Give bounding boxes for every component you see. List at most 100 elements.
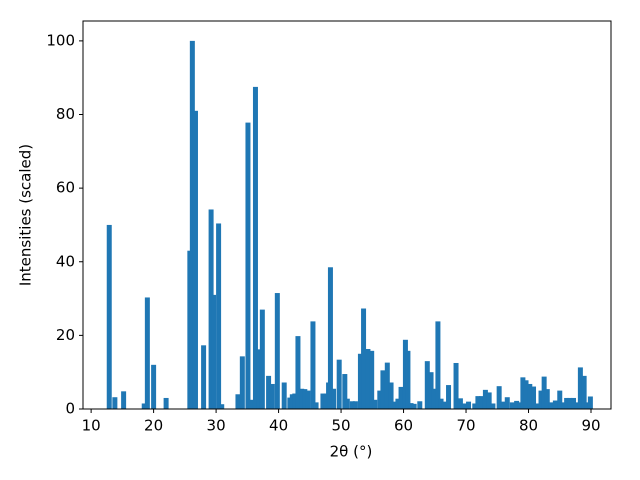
bar: [552, 400, 558, 409]
bar: [211, 294, 217, 409]
bar: [327, 267, 333, 409]
bar: [417, 401, 423, 409]
bar: [369, 350, 375, 409]
y-tick-label: 80: [56, 105, 75, 123]
bar: [453, 362, 459, 409]
bar: [392, 401, 398, 409]
bar: [475, 396, 481, 409]
bar: [342, 374, 348, 409]
bar: [235, 394, 241, 409]
bar: [411, 403, 417, 409]
bar: [438, 398, 444, 409]
bar: [189, 40, 195, 409]
plot-frame: [82, 20, 612, 410]
bar: [457, 398, 463, 409]
bar: [482, 389, 488, 409]
bar: [472, 403, 478, 409]
bar: [331, 388, 337, 409]
bar: [292, 393, 298, 409]
bar: [395, 398, 401, 409]
bar: [446, 385, 452, 409]
bar: [151, 364, 157, 409]
x-tick-label: 50: [332, 417, 351, 435]
bar: [564, 397, 570, 409]
bar: [561, 402, 567, 409]
y-tick-label: 0: [65, 400, 75, 418]
bar: [310, 321, 316, 409]
bar: [302, 389, 308, 409]
bar: [428, 372, 434, 409]
bar: [163, 397, 169, 409]
bar: [520, 377, 526, 409]
bar: [365, 348, 371, 409]
bar: [514, 400, 520, 409]
bar: [490, 403, 496, 409]
y-tick-label: 60: [56, 179, 75, 197]
x-tick-label: 10: [82, 417, 101, 435]
bar: [313, 402, 319, 409]
bar: [299, 388, 305, 409]
bar: [517, 402, 523, 409]
bar: [352, 401, 358, 409]
y-tick-label: 20: [56, 326, 75, 344]
bar: [106, 224, 112, 409]
bar: [384, 362, 390, 409]
bar: [581, 375, 587, 409]
x-tick-label: 70: [456, 417, 475, 435]
bar: [435, 321, 441, 409]
bar: [252, 86, 258, 409]
x-axis-label: 2θ (°): [330, 443, 373, 461]
bar: [305, 390, 311, 409]
bar: [567, 397, 573, 409]
x-tick-label: 90: [581, 417, 600, 435]
x-tick-label: 20: [144, 417, 163, 435]
bar: [295, 336, 301, 409]
bar: [408, 403, 414, 409]
bar: [402, 339, 408, 409]
bar: [577, 367, 583, 409]
x-tick-label: 40: [269, 417, 288, 435]
bar: [141, 403, 147, 409]
bar: [544, 389, 550, 409]
bar: [361, 308, 367, 409]
bar: [504, 397, 510, 409]
bar: [571, 397, 577, 409]
bar: [398, 386, 404, 409]
bar: [372, 399, 378, 409]
bar: [574, 402, 580, 409]
bar: [336, 359, 342, 409]
bar: [486, 392, 492, 409]
bar: [281, 382, 287, 409]
bar: [388, 382, 394, 409]
bar: [192, 110, 198, 410]
x-tick-label: 80: [519, 417, 538, 435]
bar: [496, 386, 502, 409]
bar: [380, 370, 386, 409]
y-axis-label: Intensities (scaled): [17, 144, 35, 286]
bar: [256, 349, 262, 409]
bar: [461, 403, 467, 409]
bar: [584, 402, 590, 409]
bar: [377, 390, 383, 409]
bar: [344, 398, 350, 409]
x-tick-label: 30: [207, 417, 226, 435]
bar: [239, 356, 245, 409]
bar: [431, 388, 437, 409]
bar: [216, 223, 222, 409]
bar: [357, 353, 363, 409]
bar: [349, 401, 355, 409]
bar: [531, 386, 537, 409]
bar: [548, 402, 554, 409]
bar: [112, 397, 118, 409]
y-tick-label: 40: [56, 252, 75, 270]
bar: [121, 391, 127, 409]
bar: [466, 401, 472, 409]
bar: [405, 350, 411, 409]
bar: [441, 401, 447, 409]
bar: [479, 396, 485, 409]
bar: [527, 383, 533, 409]
bar: [509, 402, 515, 409]
bar: [248, 399, 254, 409]
bar: [538, 390, 544, 409]
